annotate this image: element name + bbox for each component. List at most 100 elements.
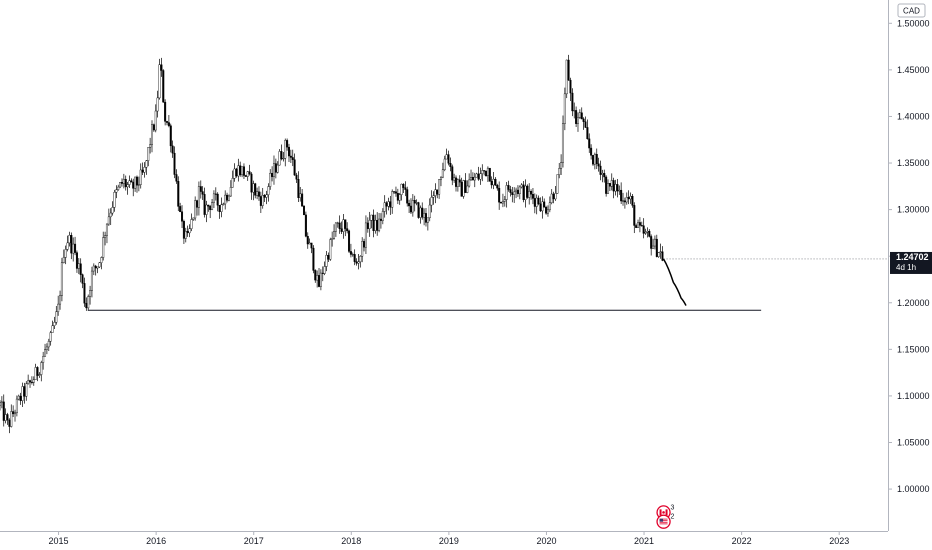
candle <box>120 178 123 187</box>
candle <box>83 277 86 307</box>
candle <box>53 316 56 330</box>
candle <box>57 295 60 316</box>
candle <box>286 138 289 151</box>
candle <box>246 170 249 181</box>
candle <box>406 186 409 207</box>
candle <box>4 408 7 424</box>
candle <box>203 187 206 218</box>
candle <box>141 162 144 175</box>
price-tick-label: 1.00000 <box>897 484 930 494</box>
candle <box>196 199 199 216</box>
candle <box>346 222 349 234</box>
candle <box>569 77 572 101</box>
candle <box>299 186 302 202</box>
candle <box>314 269 317 283</box>
candle <box>560 154 563 175</box>
last-price-label: 1.24702 4d 1h <box>890 251 932 274</box>
candle <box>124 175 127 191</box>
candle <box>0 400 2 411</box>
candle <box>250 172 253 200</box>
candle <box>528 183 531 205</box>
candle <box>205 200 208 223</box>
candle <box>173 146 176 179</box>
candle <box>565 59 568 99</box>
candle <box>171 140 174 158</box>
candle <box>336 221 339 228</box>
candle <box>631 194 634 208</box>
candle <box>287 143 290 163</box>
candle <box>592 155 595 166</box>
candle <box>306 232 309 249</box>
candle <box>81 273 84 289</box>
candle <box>353 249 356 266</box>
candle <box>10 404 13 428</box>
candle <box>348 229 351 254</box>
candle <box>344 219 347 237</box>
candle <box>113 189 116 212</box>
candle <box>188 224 191 238</box>
candle <box>396 188 399 205</box>
candle <box>503 195 506 207</box>
candle <box>167 114 170 128</box>
candle <box>563 87 566 131</box>
candle <box>325 251 328 272</box>
candle <box>6 412 9 425</box>
candle <box>212 190 215 208</box>
candle <box>214 187 217 201</box>
candle <box>274 158 277 179</box>
candle <box>284 138 287 167</box>
candle <box>49 330 52 346</box>
candle <box>513 187 516 203</box>
candle <box>135 175 138 193</box>
candle <box>481 164 484 182</box>
candle <box>603 169 606 183</box>
candle <box>85 297 88 311</box>
candle <box>30 376 33 385</box>
candle <box>597 157 600 172</box>
candle <box>323 261 326 276</box>
candle <box>310 242 313 254</box>
candle <box>301 188 304 207</box>
candle <box>271 166 274 182</box>
candle <box>338 215 341 234</box>
candle <box>515 187 518 199</box>
candle <box>147 147 150 167</box>
time-tick-label: 2023 <box>829 536 849 546</box>
time-axis[interactable]: 2015 2016 2017 2018 2019 2020 2021 2022 2023 <box>49 531 850 546</box>
candle <box>151 120 154 153</box>
candle <box>327 252 330 262</box>
candle <box>408 199 411 214</box>
candle <box>417 201 420 219</box>
candle <box>74 236 77 256</box>
candle <box>154 104 157 133</box>
currency-label[interactable]: CAD <box>897 3 926 18</box>
candle <box>614 179 617 196</box>
candle <box>471 172 474 181</box>
price-tick-label: 1.50000 <box>897 18 930 28</box>
candle <box>179 202 182 213</box>
candle <box>462 179 465 199</box>
candle <box>226 192 229 203</box>
candle <box>128 175 131 188</box>
us-flag-icon[interactable]: 2 <box>656 514 675 529</box>
projection-curve[interactable] <box>662 258 687 306</box>
candle <box>201 186 204 200</box>
economic-events-layer[interactable]: 32 <box>656 504 675 529</box>
candle <box>21 382 24 407</box>
candle <box>211 198 214 211</box>
candle <box>638 217 641 233</box>
candle <box>516 185 519 197</box>
candle <box>308 238 311 245</box>
candle <box>70 232 73 260</box>
candle <box>383 195 386 218</box>
candle <box>385 201 388 215</box>
candle <box>194 196 197 221</box>
candle <box>329 237 332 261</box>
candle <box>272 155 275 185</box>
candle <box>530 189 533 200</box>
candle <box>137 176 140 192</box>
candle <box>466 180 469 194</box>
candle <box>608 183 611 191</box>
candle <box>23 382 26 404</box>
